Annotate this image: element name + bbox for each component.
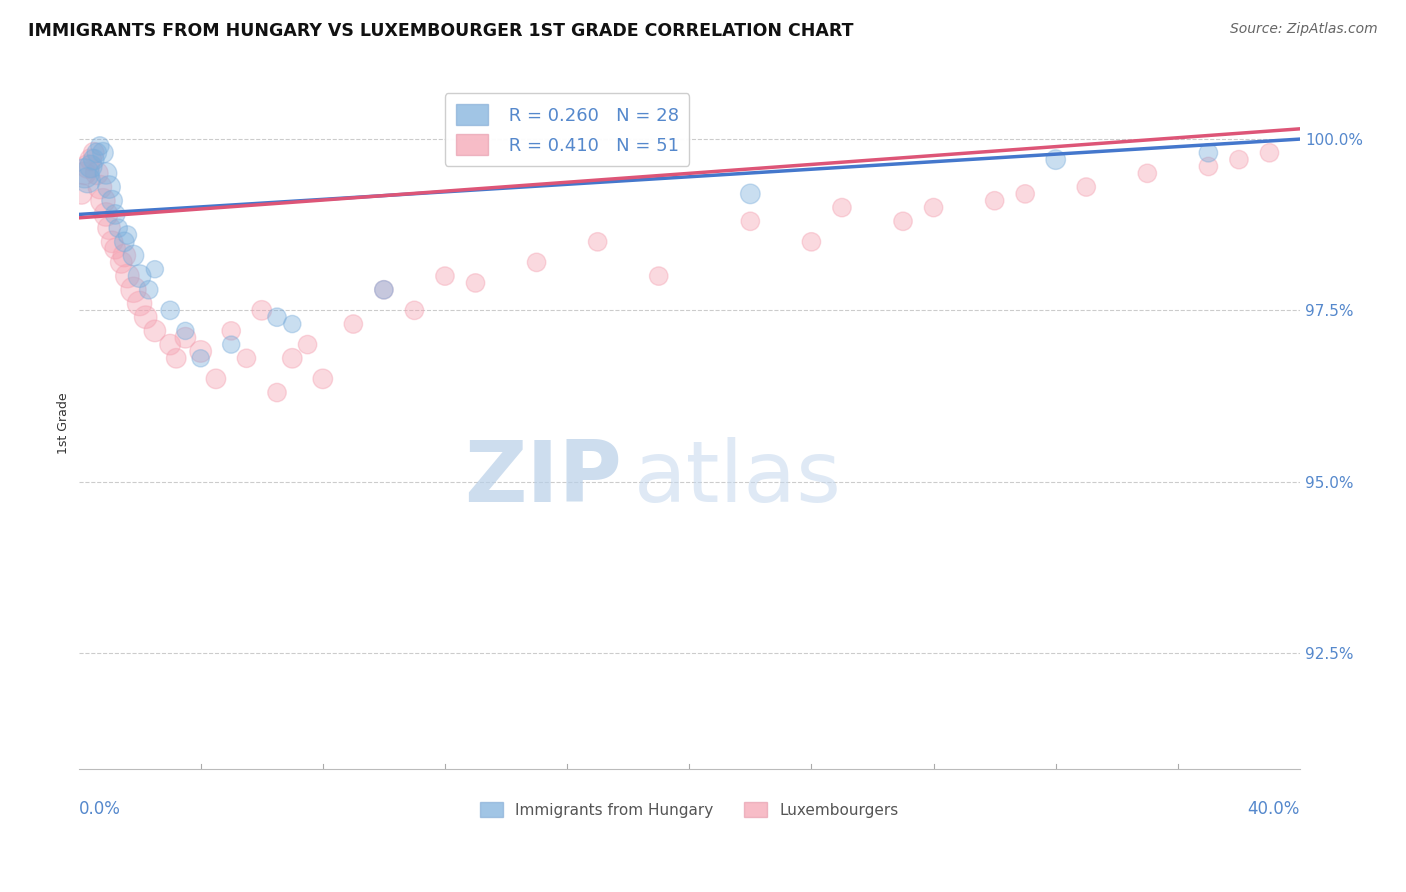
- Point: [235, 351, 257, 366]
- Point: [143, 324, 166, 338]
- Text: IMMIGRANTS FROM HUNGARY VS LUXEMBOURGER 1ST GRADE CORRELATION CHART: IMMIGRANTS FROM HUNGARY VS LUXEMBOURGER …: [28, 22, 853, 40]
- Point: [83, 145, 105, 160]
- Point: [86, 166, 108, 180]
- Point: [112, 235, 135, 249]
- Point: [76, 173, 98, 187]
- Point: [281, 351, 304, 366]
- Point: [159, 303, 181, 318]
- Point: [586, 235, 609, 249]
- Point: [1136, 166, 1159, 180]
- Point: [101, 235, 124, 249]
- Point: [94, 166, 117, 180]
- Point: [159, 337, 181, 351]
- Point: [526, 255, 548, 269]
- Point: [76, 160, 98, 174]
- Point: [89, 180, 111, 194]
- Text: Source: ZipAtlas.com: Source: ZipAtlas.com: [1230, 22, 1378, 37]
- Point: [128, 296, 150, 310]
- Point: [83, 153, 105, 167]
- Point: [135, 310, 157, 325]
- Point: [80, 153, 103, 167]
- Point: [983, 194, 1005, 208]
- Point: [740, 214, 762, 228]
- Point: [464, 276, 486, 290]
- Point: [101, 194, 124, 208]
- Point: [373, 283, 395, 297]
- Point: [250, 303, 273, 318]
- Point: [312, 372, 335, 386]
- Point: [117, 269, 139, 284]
- Point: [281, 317, 304, 331]
- Point: [73, 166, 96, 180]
- Point: [110, 255, 132, 269]
- Point: [107, 221, 129, 235]
- Point: [1197, 145, 1219, 160]
- Point: [165, 351, 187, 366]
- Text: atlas: atlas: [634, 437, 842, 520]
- Point: [1014, 186, 1036, 201]
- Point: [373, 283, 395, 297]
- Point: [91, 194, 114, 208]
- Point: [94, 207, 117, 221]
- Point: [91, 145, 114, 160]
- Point: [1045, 153, 1067, 167]
- Point: [190, 351, 212, 366]
- Point: [112, 248, 135, 262]
- Point: [128, 269, 150, 284]
- Point: [143, 262, 166, 277]
- Point: [433, 269, 456, 284]
- Point: [297, 337, 319, 351]
- Point: [190, 344, 212, 359]
- Point: [1258, 145, 1281, 160]
- Point: [342, 317, 364, 331]
- Point: [800, 235, 823, 249]
- Point: [138, 283, 160, 297]
- Point: [740, 186, 762, 201]
- Point: [922, 201, 945, 215]
- Point: [891, 214, 914, 228]
- Point: [219, 324, 242, 338]
- Y-axis label: 1st Grade: 1st Grade: [58, 392, 70, 454]
- Point: [89, 139, 111, 153]
- Point: [98, 221, 121, 235]
- Point: [104, 242, 127, 256]
- Point: [98, 180, 121, 194]
- Text: ZIP: ZIP: [464, 437, 621, 520]
- Point: [174, 324, 197, 338]
- Point: [122, 283, 145, 297]
- Point: [86, 145, 108, 160]
- Point: [831, 201, 853, 215]
- Point: [122, 248, 145, 262]
- Point: [1227, 153, 1250, 167]
- Point: [1197, 160, 1219, 174]
- Legend: Immigrants from Hungary, Luxembourgers: Immigrants from Hungary, Luxembourgers: [474, 796, 904, 824]
- Point: [219, 337, 242, 351]
- Point: [266, 385, 288, 400]
- Point: [80, 160, 103, 174]
- Text: 40.0%: 40.0%: [1247, 800, 1301, 818]
- Point: [404, 303, 426, 318]
- Point: [1076, 180, 1098, 194]
- Point: [70, 186, 93, 201]
- Point: [117, 227, 139, 242]
- Point: [648, 269, 671, 284]
- Point: [73, 166, 96, 180]
- Point: [266, 310, 288, 325]
- Point: [205, 372, 228, 386]
- Text: 0.0%: 0.0%: [79, 800, 121, 818]
- Point: [104, 207, 127, 221]
- Point: [174, 331, 197, 345]
